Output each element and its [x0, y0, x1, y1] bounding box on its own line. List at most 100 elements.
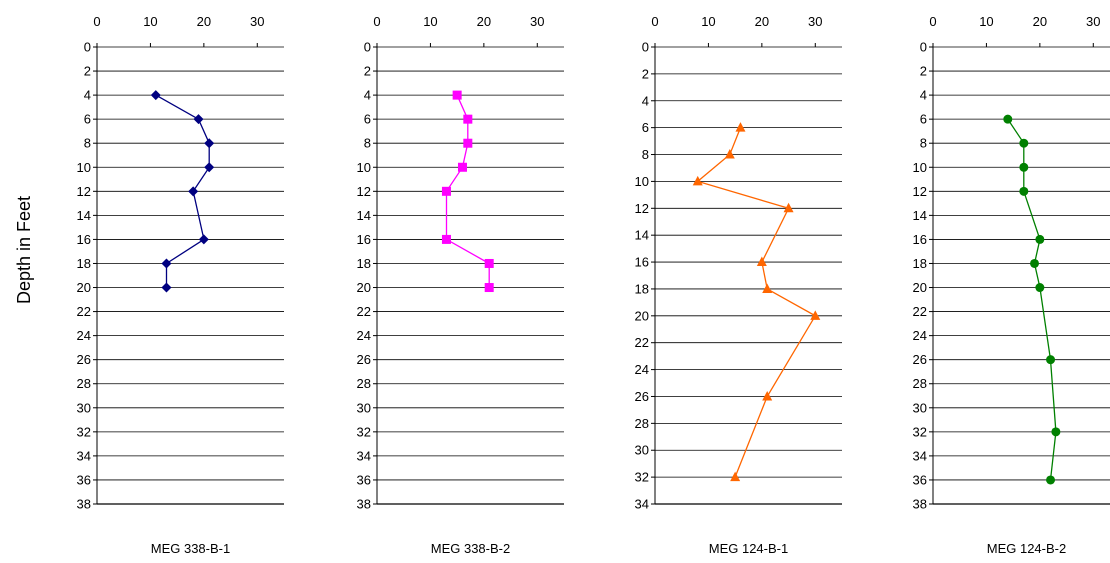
data-point: [735, 122, 746, 132]
y-tick-label: 26: [913, 352, 927, 367]
data-point: [762, 283, 773, 293]
data-point: [452, 90, 462, 100]
data-point: [1019, 186, 1029, 196]
y-tick-label: 34: [77, 448, 91, 463]
y-tick-label: 14: [77, 208, 91, 223]
y-tick-label: 28: [77, 376, 91, 391]
y-tick-label: 18: [635, 281, 649, 296]
y-tick-label: 10: [913, 160, 927, 175]
data-point: [1046, 475, 1056, 485]
x-tick-label: 10: [701, 14, 715, 29]
y-tick-label: 16: [913, 232, 927, 247]
y-tick-label: 32: [357, 424, 371, 439]
data-point: [484, 258, 494, 268]
x-tick-label: 10: [979, 14, 993, 29]
y-tick-label: 26: [357, 352, 371, 367]
panel-title: MEG 124-B-2: [987, 541, 1066, 556]
y-tick-label: 32: [913, 424, 927, 439]
x-tick-label: 30: [808, 14, 822, 29]
x-tick-label: 20: [197, 14, 211, 29]
data-point: [756, 256, 767, 267]
y-tick-label: 30: [635, 443, 649, 458]
y-tick-label: 22: [913, 304, 927, 319]
data-point: [441, 186, 451, 196]
y-tick-label: 24: [357, 328, 371, 343]
data-point: [441, 234, 451, 244]
panel-title: MEG 338-B-1: [151, 541, 230, 556]
y-tick-label: 10: [635, 174, 649, 189]
data-point: [783, 202, 794, 213]
y-tick-label: 6: [364, 112, 371, 127]
x-tick-label: 0: [373, 14, 380, 29]
x-tick-label: 20: [1033, 14, 1047, 29]
series-line: [155, 94, 210, 288]
y-tick-label: 4: [920, 88, 927, 103]
y-tick-label: 38: [77, 497, 91, 512]
y-tick-label: 6: [84, 112, 91, 127]
data-point: [463, 138, 473, 148]
y-tick-label: 8: [364, 136, 371, 151]
y-axis-label: Depth in Feet: [14, 196, 34, 304]
y-tick-label: 22: [635, 335, 649, 350]
y-tick-label: 0: [84, 40, 91, 55]
data-point: [463, 114, 473, 124]
data-point: [193, 114, 204, 125]
y-tick-label: 8: [920, 136, 927, 151]
data-point: [161, 282, 172, 293]
y-tick-label: 20: [635, 308, 649, 323]
y-tick-label: 32: [635, 470, 649, 485]
y-tick-label: 6: [920, 112, 927, 127]
x-tick-label: 10: [143, 14, 157, 29]
y-tick-label: 14: [357, 208, 371, 223]
y-tick-label: 26: [77, 352, 91, 367]
y-tick-label: 0: [920, 40, 927, 55]
data-point: [1030, 258, 1040, 268]
y-tick-label: 24: [635, 362, 649, 377]
y-tick-label: 28: [635, 416, 649, 431]
series-line: [1007, 118, 1057, 480]
y-tick-label: 2: [920, 64, 927, 79]
x-tick-label: 30: [530, 14, 544, 29]
x-tick-label: 10: [423, 14, 437, 29]
y-tick-label: 30: [77, 400, 91, 415]
y-tick-label: 4: [364, 88, 371, 103]
y-tick-label: 14: [635, 228, 649, 243]
x-tick-label: 0: [651, 14, 658, 29]
y-tick-label: 36: [357, 472, 371, 487]
y-tick-label: 36: [77, 472, 91, 487]
panel-title: MEG 338-B-2: [431, 541, 510, 556]
y-tick-label: 8: [84, 136, 91, 151]
y-tick-label: 22: [77, 304, 91, 319]
y-tick-label: 0: [642, 40, 649, 55]
data-point: [724, 149, 735, 159]
y-tick-label: 12: [357, 184, 371, 199]
y-tick-label: 20: [77, 280, 91, 295]
x-tick-label: 30: [1086, 14, 1100, 29]
y-tick-label: 34: [913, 448, 927, 463]
data-point: [1019, 138, 1029, 148]
y-tick-label: 20: [913, 280, 927, 295]
y-tick-label: 16: [357, 232, 371, 247]
y-tick-label: 6: [642, 120, 649, 135]
y-tick-label: 0: [364, 40, 371, 55]
y-tick-label: 8: [642, 147, 649, 162]
data-point: [1046, 355, 1056, 365]
series-line: [696, 127, 817, 478]
y-tick-label: 30: [357, 400, 371, 415]
x-tick-label: 0: [929, 14, 936, 29]
x-tick-label: 20: [755, 14, 769, 29]
y-tick-label: 12: [77, 184, 91, 199]
y-tick-label: 30: [913, 400, 927, 415]
y-tick-label: 20: [357, 280, 371, 295]
y-tick-label: 32: [77, 424, 91, 439]
data-point: [150, 90, 161, 101]
data-point: [762, 390, 773, 401]
data-point: [692, 175, 703, 186]
y-tick-label: 12: [913, 184, 927, 199]
x-tick-label: 0: [93, 14, 100, 29]
y-tick-label: 10: [77, 160, 91, 175]
y-tick-label: 4: [642, 93, 649, 108]
